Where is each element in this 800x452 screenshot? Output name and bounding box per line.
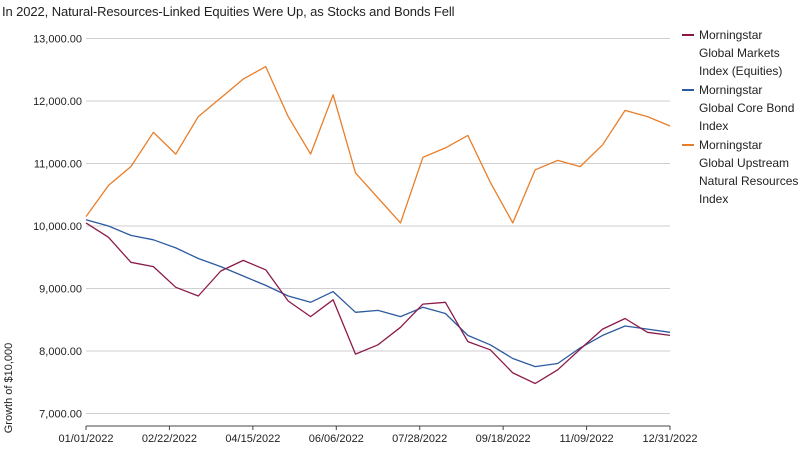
y-tick-label: 13,000.00 <box>33 34 82 46</box>
x-axis-ticks: 01/01/2022 02/22/2022 04/15/2022 06/06/2022… <box>58 433 697 445</box>
y-tick-label: 8,000.00 <box>39 346 82 358</box>
series-line-1 <box>85 219 671 368</box>
y-tick-label: 11,000.00 <box>34 159 82 171</box>
series-lines <box>85 65 671 385</box>
series-line-2 <box>85 65 671 224</box>
series-line-0 <box>85 222 671 385</box>
x-tick-label: 04/15/2022 <box>225 433 280 445</box>
x-tick-label: 07/28/2022 <box>392 433 447 445</box>
gridlines <box>86 38 670 414</box>
legend-item-natural-resources: Morningstar Global Upstream Natural Reso… <box>682 136 800 208</box>
x-tick-label: 12/31/2022 <box>642 433 697 445</box>
x-tick-label: 02/22/2022 <box>142 433 197 445</box>
legend: Morningstar Global Markets Index (Equiti… <box>682 26 800 209</box>
legend-label: Morningstar Global Upstream Natural Reso… <box>699 138 799 206</box>
legend-label: Morningstar Global Markets Index (Equiti… <box>699 28 783 78</box>
legend-swatch <box>682 89 694 91</box>
y-axis-ticks: 7,000.00 8,000.00 9,000.00 10,000.00 11,000.… <box>33 34 82 421</box>
legend-item-bonds: Morningstar Global Core Bond Index <box>682 81 800 135</box>
y-tick-label: 10,000.00 <box>33 221 82 233</box>
y-axis-label: Growth of $10,000 <box>3 343 15 434</box>
legend-swatch <box>682 144 694 146</box>
legend-item-equities: Morningstar Global Markets Index (Equiti… <box>682 26 800 80</box>
x-tick-label: 01/01/2022 <box>58 433 113 445</box>
x-axis <box>85 425 671 430</box>
chart-title: In 2022, Natural-Resources-Linked Equiti… <box>2 4 455 19</box>
legend-swatch <box>682 34 694 36</box>
y-tick-label: 9,000.00 <box>39 284 82 296</box>
x-tick-label: 09/18/2022 <box>476 433 531 445</box>
x-tick-label: 11/09/2022 <box>559 433 613 445</box>
y-tick-label: 12,000.00 <box>33 96 82 108</box>
legend-label: Morningstar Global Core Bond Index <box>699 83 795 133</box>
x-tick-label: 06/06/2022 <box>309 433 364 445</box>
y-tick-label: 7,000.00 <box>39 409 82 421</box>
